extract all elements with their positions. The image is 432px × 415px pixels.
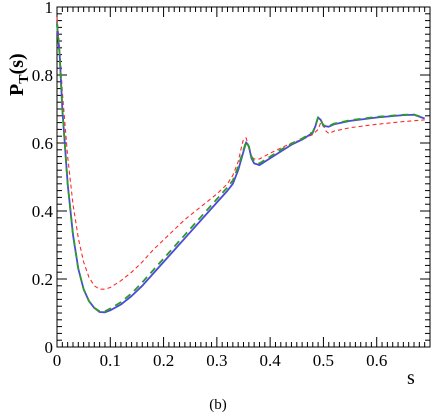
x-tick-label: 0: [53, 351, 62, 370]
y-axis-label-main: P: [6, 84, 28, 96]
series-line-1: [56, 17, 425, 290]
x-tick-label: 0.4: [260, 351, 282, 370]
x-tick-label: 0.5: [313, 351, 334, 370]
y-tick-label: 0.2: [32, 270, 53, 289]
x-tick-label: 0.2: [153, 351, 174, 370]
y-tick-label: 1: [45, 0, 54, 17]
x-tick-label: 0.1: [100, 351, 121, 370]
y-tick-label: 0.4: [32, 202, 54, 221]
series-line-2: [56, 23, 425, 314]
x-axis-label: s: [407, 367, 415, 389]
y-tick-label: 0: [45, 338, 54, 357]
figure-caption: (b): [209, 397, 227, 413]
y-axis-label-suffix: (s): [6, 53, 28, 74]
axis-ticks: [56, 6, 431, 348]
plot-frame: [56, 6, 431, 348]
y-axis-label-sub: T: [17, 74, 32, 84]
x-tick-label: 0.3: [206, 351, 227, 370]
y-tick-label: 0.6: [32, 134, 53, 153]
series-line-3: [56, 23, 425, 313]
series-layer: [56, 17, 425, 314]
tick-labels: 0 0.1 0.2 0.3 0.4 0.5 0.6 0 0.2 0.4 0.6 0.8 1: [32, 0, 388, 370]
y-tick-label: 0.8: [32, 66, 53, 85]
y-axis-label: PT(s): [6, 53, 32, 96]
x-tick-label: 0.6: [366, 351, 387, 370]
